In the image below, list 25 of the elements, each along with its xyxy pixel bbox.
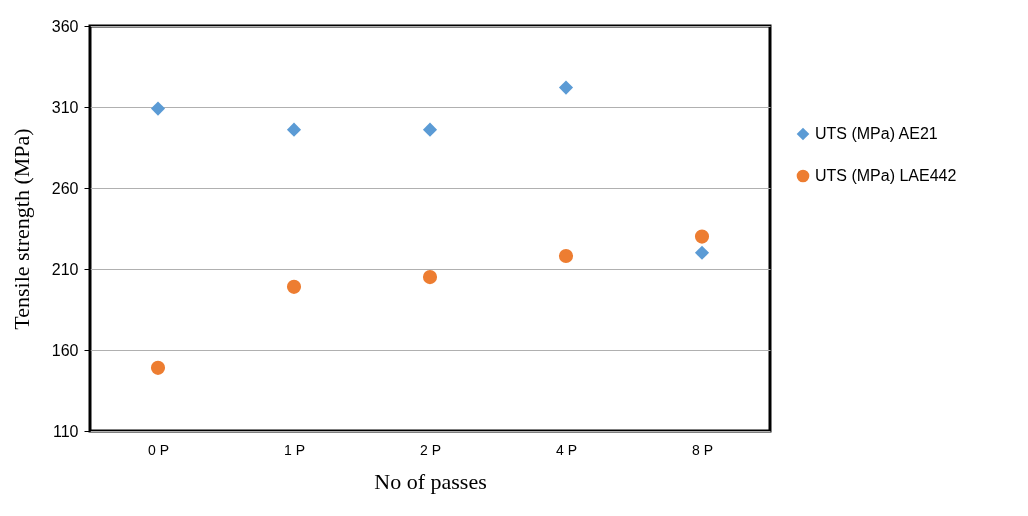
- point: [286, 279, 302, 294]
- x-tick-label: 8 P: [691, 441, 714, 458]
- y-axis-title: Tensile strength (MPa): [8, 128, 34, 330]
- point: [694, 229, 710, 244]
- y-tick-label: 160: [51, 341, 79, 359]
- point: [150, 360, 166, 375]
- x-tick-label: 4 P: [555, 441, 578, 458]
- point: [422, 122, 438, 137]
- legend-label: UTS (MPa) LAE442: [815, 167, 957, 184]
- point: [422, 270, 438, 285]
- x-tick-label: 1 P: [283, 441, 306, 458]
- y-tick-label: 210: [51, 260, 79, 278]
- point: [150, 101, 166, 116]
- y-tick-label: 260: [51, 179, 79, 197]
- x-tick-label: 2 P: [419, 441, 442, 458]
- point: [694, 245, 710, 260]
- point: [558, 248, 574, 264]
- y-tick-label: 110: [52, 422, 79, 440]
- legend-label: UTS (MPa) AE21: [815, 125, 938, 142]
- x-tick-label: 0 P: [147, 441, 170, 458]
- y-tick-label: 360: [51, 17, 79, 35]
- point: [286, 122, 302, 137]
- point: [558, 80, 574, 95]
- x-axis-title: No of passes: [374, 468, 487, 494]
- y-tick-label: 310: [51, 98, 79, 116]
